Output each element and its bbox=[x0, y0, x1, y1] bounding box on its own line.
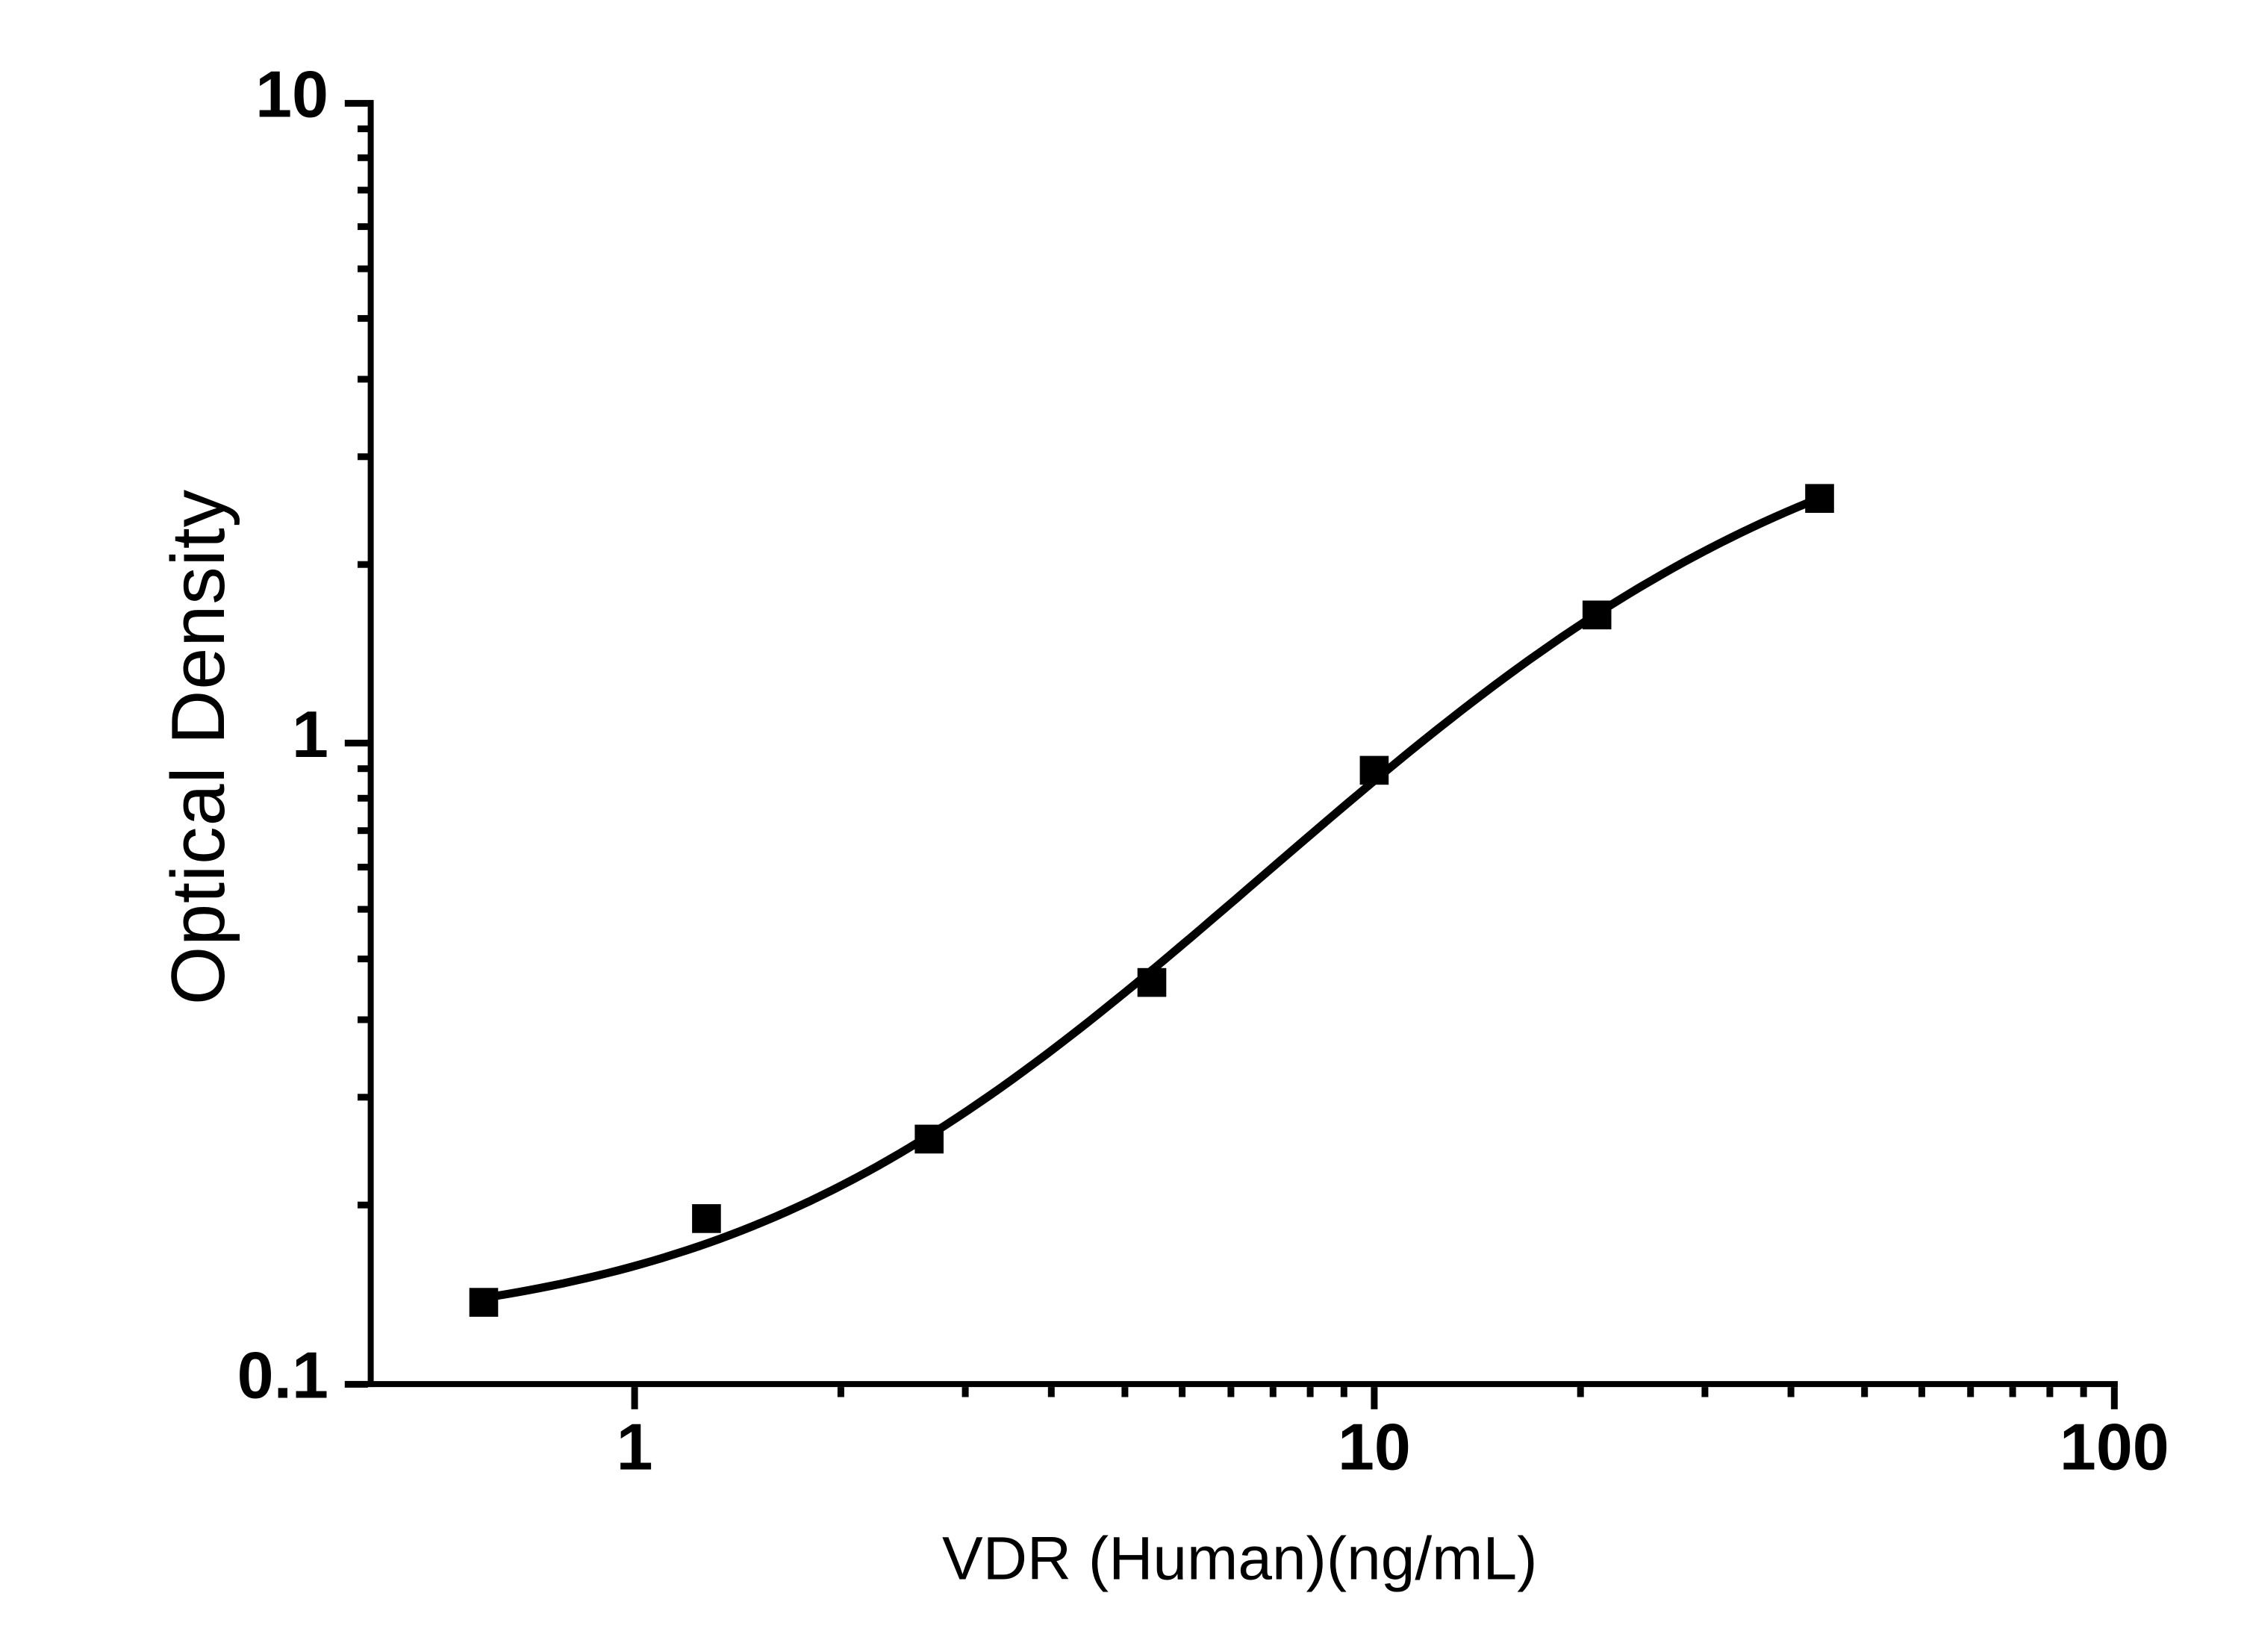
svg-text:1: 1 bbox=[292, 697, 328, 771]
svg-text:10: 10 bbox=[1338, 1410, 1411, 1484]
svg-text:1: 1 bbox=[617, 1410, 653, 1484]
svg-text:10: 10 bbox=[255, 57, 328, 131]
svg-text:0.1: 0.1 bbox=[237, 1338, 328, 1412]
svg-text:VDR (Human)(ng/mL): VDR (Human)(ng/mL) bbox=[942, 1525, 1537, 1593]
svg-text:100: 100 bbox=[2060, 1410, 2169, 1484]
svg-text:Optical Density: Optical Density bbox=[157, 489, 240, 1005]
